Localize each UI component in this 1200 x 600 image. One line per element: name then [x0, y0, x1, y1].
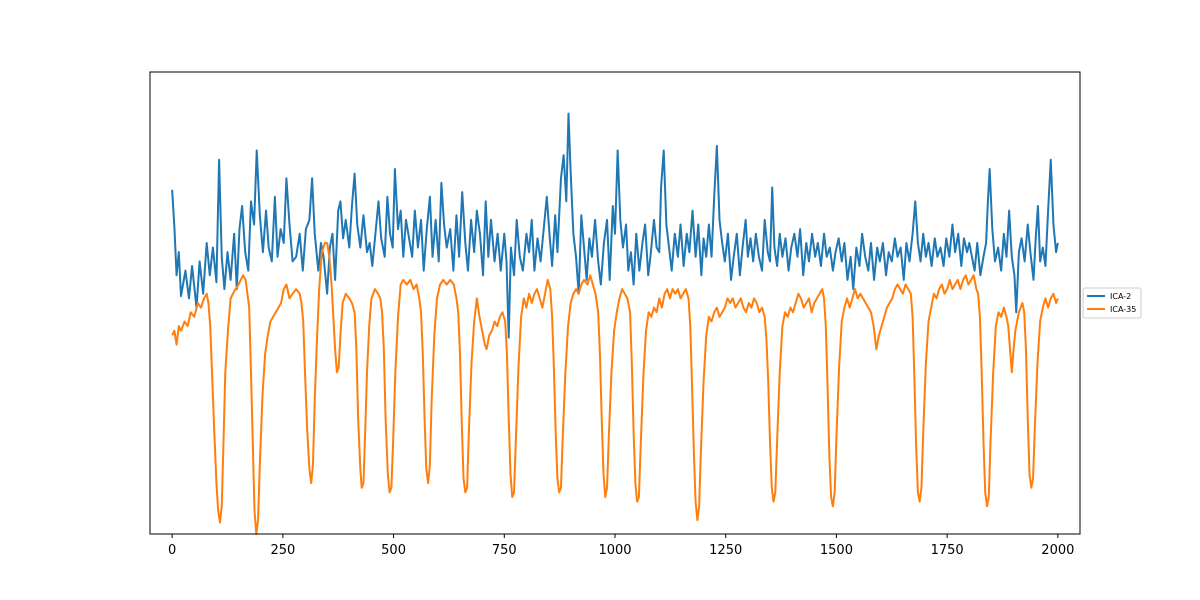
- legend-label-0: ICA-2: [1110, 292, 1131, 301]
- x-tick-label: 0: [168, 543, 176, 558]
- x-tick-label: 250: [270, 543, 295, 558]
- x-tick-label: 1750: [931, 543, 964, 558]
- legend-label-1: ICA-35: [1110, 305, 1136, 314]
- x-tick-label: 1000: [598, 543, 631, 558]
- x-axis: 0 250 500 750 1000 1250 1500 1750 2000: [168, 534, 1074, 558]
- series-line-1: [171, 241, 1059, 535]
- series-layer: [171, 112, 1059, 535]
- x-tick-label: 1250: [709, 543, 742, 558]
- x-tick-label: 500: [381, 543, 406, 558]
- x-tick-label: 750: [492, 543, 517, 558]
- x-tick-label: 1500: [820, 543, 853, 558]
- legend: ICA-2 ICA-35: [1082, 287, 1142, 319]
- x-tick-label: 2000: [1041, 543, 1074, 558]
